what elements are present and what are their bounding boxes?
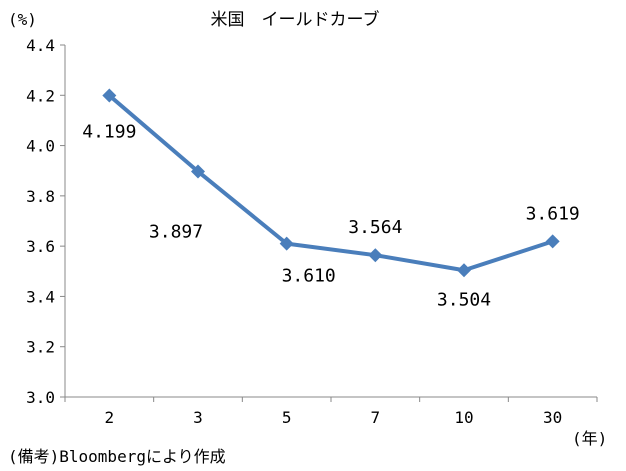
data-label: 3.564 [348,217,402,238]
data-label: 4.199 [82,122,136,143]
y-tick-label: 3.2 [26,338,55,357]
data-label: 3.897 [149,221,203,242]
data-point-marker [368,248,383,263]
series-group [102,88,560,278]
x-tick-label: 3 [193,408,203,427]
x-tick-label: 5 [282,408,292,427]
data-point-marker [102,88,117,103]
y-tick-label: 3.0 [26,388,55,407]
data-point-marker [545,234,560,249]
y-tick-group: 3.0 3.2 3.4 3.6 3.8 4.0 4.2 4.4 [26,36,65,407]
y-axis-unit-label: (%) [8,10,37,29]
x-tick-group: 2 3 5 7 10 30 [64,397,598,427]
data-point-marker [457,263,471,278]
data-label: 3.619 [526,203,580,224]
x-tick-label: 30 [543,408,562,427]
data-label-group: 4.199 3.897 3.610 3.564 3.504 3.619 [82,122,580,311]
y-tick-label: 3.6 [26,237,55,256]
x-axis-unit-label: (年) [572,429,607,448]
y-tick-label: 3.4 [26,287,55,306]
data-point-marker [191,164,205,179]
y-tick-label: 3.8 [26,187,55,206]
chart-title: 米国 イールドカーブ [211,9,380,30]
y-tick-label: 4.0 [26,137,55,156]
data-label: 3.504 [437,289,491,310]
data-point-marker [279,236,294,251]
y-tick-label: 4.4 [26,36,55,55]
x-tick-label: 10 [454,408,473,427]
x-tick-label: 7 [371,408,381,427]
series-line [108,94,554,273]
source-note: (備考)Bloombergにより作成 [8,447,226,466]
y-tick-label: 4.2 [26,86,55,105]
data-label: 3.610 [282,266,336,287]
x-tick-label: 2 [105,408,115,427]
